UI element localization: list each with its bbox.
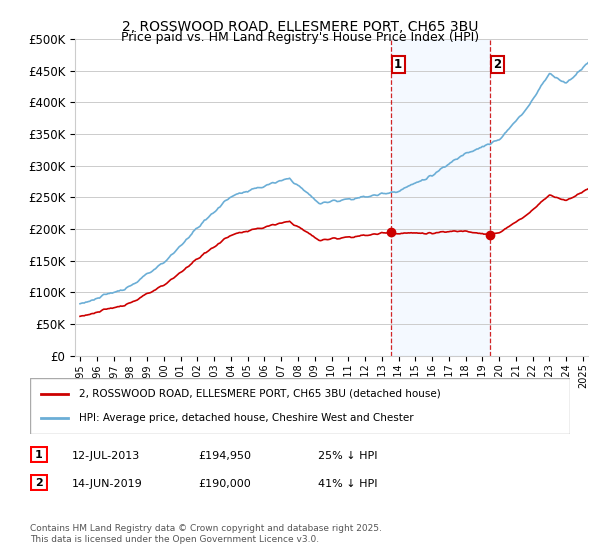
- Text: 1: 1: [394, 58, 402, 71]
- Text: 12-JUL-2013: 12-JUL-2013: [72, 451, 140, 461]
- Text: 25% ↓ HPI: 25% ↓ HPI: [318, 451, 377, 461]
- Text: Contains HM Land Registry data © Crown copyright and database right 2025.
This d: Contains HM Land Registry data © Crown c…: [30, 524, 382, 544]
- Text: 14-JUN-2019: 14-JUN-2019: [72, 479, 143, 489]
- Bar: [391, 39, 490, 356]
- Text: 2, ROSSWOOD ROAD, ELLESMERE PORT, CH65 3BU (detached house): 2, ROSSWOOD ROAD, ELLESMERE PORT, CH65 3…: [79, 389, 440, 399]
- Text: 2: 2: [493, 58, 502, 71]
- Text: £194,950: £194,950: [198, 451, 251, 461]
- Text: HPI: Average price, detached house, Cheshire West and Chester: HPI: Average price, detached house, Ches…: [79, 413, 413, 423]
- Text: 2, ROSSWOOD ROAD, ELLESMERE PORT, CH65 3BU: 2, ROSSWOOD ROAD, ELLESMERE PORT, CH65 3…: [122, 20, 478, 34]
- Text: 2: 2: [35, 478, 43, 488]
- Text: Price paid vs. HM Land Registry's House Price Index (HPI): Price paid vs. HM Land Registry's House …: [121, 31, 479, 44]
- Text: 41% ↓ HPI: 41% ↓ HPI: [318, 479, 377, 489]
- Text: 1: 1: [35, 450, 43, 460]
- Text: £190,000: £190,000: [198, 479, 251, 489]
